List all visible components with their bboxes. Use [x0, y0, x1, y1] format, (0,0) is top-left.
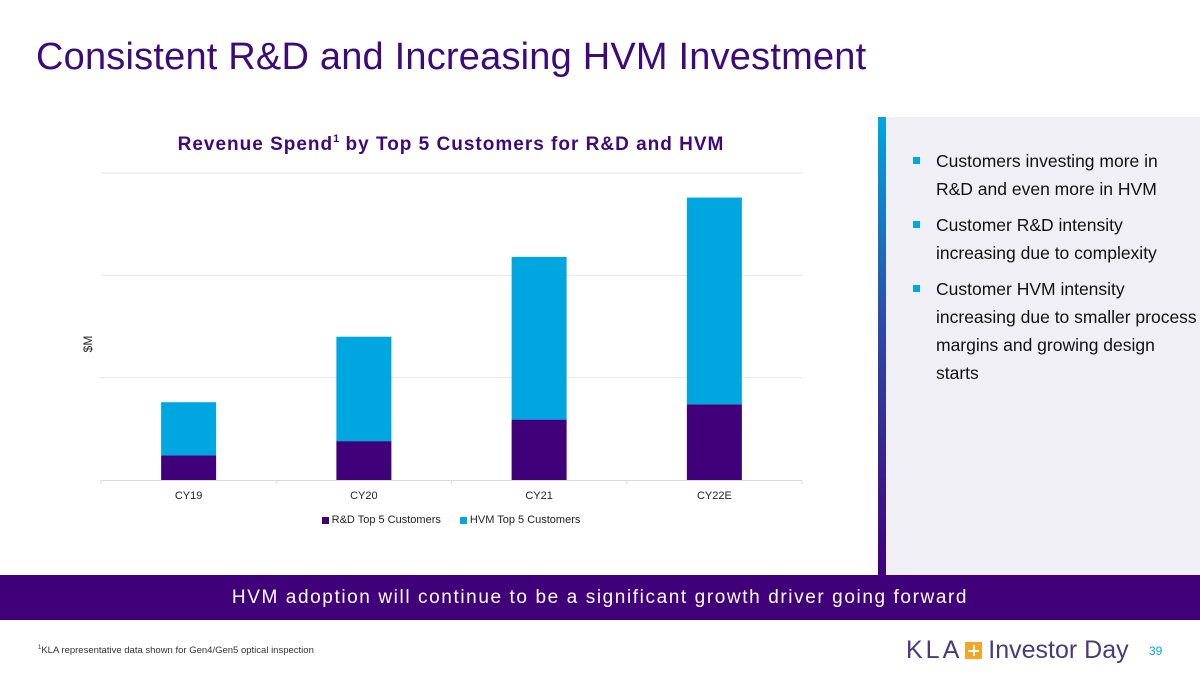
key-point-text: Customer HVM intensity increasing due to…	[936, 279, 1197, 383]
takeaway-text: HVM adoption will continue to be a signi…	[231, 586, 969, 608]
chart-title-main: Revenue Spend	[177, 134, 334, 155]
key-points-panel	[886, 117, 1200, 575]
key-point-text: Customer R&D intensity increasing due to…	[936, 215, 1157, 263]
x-tick-label: CY19	[175, 490, 203, 502]
slide-title: Consistent R&D and Increasing HVM Invest…	[36, 36, 867, 78]
gridlines	[101, 172, 802, 379]
key-points-list: Customers investing more in R&D and even…	[912, 147, 1197, 395]
bar-hvm-cy20	[336, 336, 392, 442]
x-tick-label: CY21	[525, 490, 553, 502]
takeaway-banner: HVM adoption will continue to be a signi…	[0, 575, 1200, 620]
x-tick-label: CY22E	[697, 490, 732, 502]
chart-title-superscript: 1	[333, 133, 340, 145]
bar-hvm-cy21	[511, 256, 567, 420]
chart-title: Revenue Spend1 by Top 5 Customers for R&…	[100, 133, 802, 156]
x-axis: CY19 CY20 CY21 CY22E	[100, 480, 803, 502]
legend-item-hvm: HVM Top 5 Customers	[459, 514, 581, 526]
y-axis-label: $M	[81, 336, 95, 353]
kla-investor-day-logo: KLA Investor Day	[906, 636, 1129, 665]
bar-rd-cy19	[161, 455, 217, 480]
key-point: Customer HVM intensity increasing due to…	[912, 275, 1197, 387]
logo-event: Investor Day	[988, 636, 1129, 664]
legend-item-rd: R&D Top 5 Customers	[321, 514, 441, 526]
x-tick-label: CY20	[350, 490, 378, 502]
footnote-text: KLA representative data shown for Gen4/G…	[41, 645, 314, 657]
square-bullet-icon	[913, 221, 920, 228]
plus-square-icon	[965, 642, 983, 659]
stacked-bar-chart: CY19 CY20 CY21 CY22E $M	[81, 172, 803, 502]
footnote: 1KLA representative data shown for Gen4/…	[38, 645, 314, 656]
bar-hvm-cy19	[161, 402, 217, 456]
square-bullet-icon	[913, 157, 920, 164]
bar-rd-cy21	[511, 419, 567, 480]
legend-swatch-rd	[321, 516, 329, 524]
key-point-text: Customers investing more in R&D and even…	[936, 151, 1158, 199]
legend-label-rd: R&D Top 5 Customers	[331, 514, 441, 526]
key-point: Customers investing more in R&D and even…	[912, 147, 1197, 203]
chart-legend: R&D Top 5 Customers HVM Top 5 Customers	[0, 514, 902, 527]
bar-rd-cy22e	[686, 404, 742, 480]
page-number: 39	[1149, 644, 1163, 658]
legend-label-hvm: HVM Top 5 Customers	[469, 514, 581, 526]
key-point: Customer R&D intensity increasing due to…	[912, 211, 1197, 267]
footnote-marker: 1	[38, 645, 42, 651]
square-bullet-icon	[913, 285, 920, 292]
bars	[161, 197, 742, 480]
legend-swatch-hvm	[459, 516, 467, 524]
logo-brand: KLA	[906, 636, 963, 664]
bar-rd-cy20	[336, 441, 392, 480]
accent-gradient-bar	[878, 117, 886, 577]
bar-hvm-cy22e	[686, 197, 742, 405]
chart-title-rest: by Top 5 Customers for R&D and HVM	[339, 134, 725, 155]
